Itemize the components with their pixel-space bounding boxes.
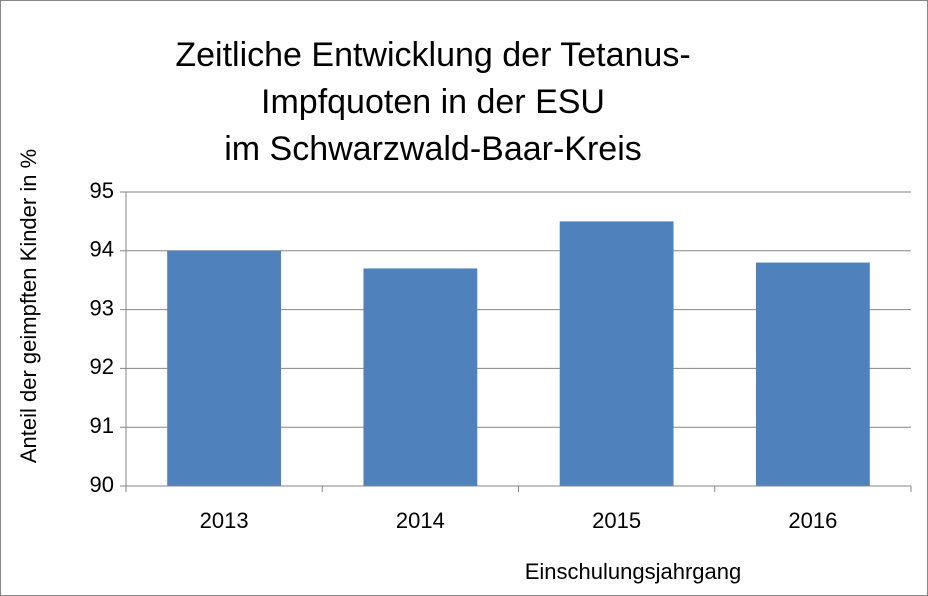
bar — [167, 250, 282, 486]
x-tick-label: 2015 — [592, 508, 641, 533]
y-axis-label: Anteil der geimpften Kinder in % — [16, 149, 41, 463]
chart-title: im Schwarzwald-Baar-Kreis — [224, 130, 642, 168]
bar — [363, 268, 478, 486]
y-tick-label: 93 — [90, 295, 114, 320]
y-tick-label: 95 — [90, 178, 114, 203]
bar — [559, 221, 674, 486]
bar — [755, 262, 870, 486]
x-tick-label: 2013 — [200, 508, 249, 533]
y-tick-label: 92 — [90, 354, 114, 379]
x-axis-label: Einschulungsjahrgang — [525, 559, 742, 584]
x-tick-label: 2014 — [396, 508, 445, 533]
y-tick-label: 91 — [90, 413, 114, 438]
y-tick-label: 94 — [90, 237, 114, 262]
chart-title: Zeitliche Entwicklung der Tetanus- — [175, 36, 690, 74]
y-tick-label: 90 — [90, 472, 114, 497]
chart-title: Impfquoten in der ESU — [261, 83, 605, 121]
x-tick-label: 2016 — [788, 508, 837, 533]
